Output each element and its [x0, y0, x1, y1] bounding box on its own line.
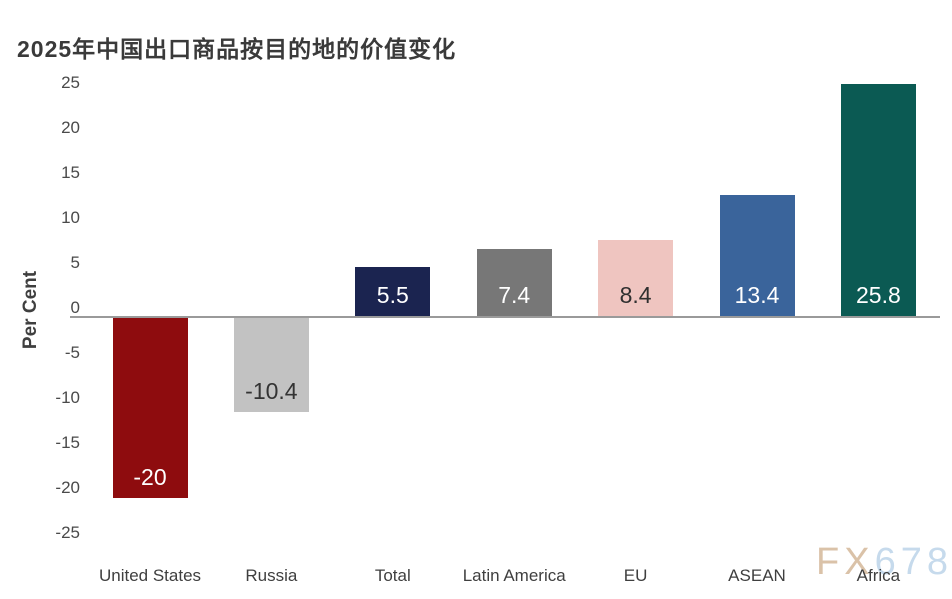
bar: -20	[112, 318, 188, 498]
bar-value-label: -20	[133, 464, 167, 490]
y-tick-label: 0	[70, 297, 80, 317]
x-axis-label: Africa	[856, 566, 901, 585]
bar: -10.4	[233, 318, 309, 412]
bar-value-label: 5.5	[376, 282, 409, 308]
bar-value-label: 8.4	[619, 281, 652, 308]
y-tick-label: -15	[55, 432, 80, 452]
chart-title: 2025年中国出口商品按目的地的价值变化	[17, 36, 457, 62]
y-tick-label: 10	[61, 207, 80, 227]
bar: 7.4	[476, 249, 552, 316]
y-tick-label: -10	[55, 387, 80, 407]
y-tick-label: 25	[61, 72, 80, 92]
bar: 25.8	[840, 83, 916, 316]
y-tick-label: 5	[70, 252, 80, 272]
bar-value-label: 25.8	[856, 281, 901, 308]
x-axis-label: EU	[623, 566, 648, 585]
watermark: FX678	[816, 541, 952, 584]
zero-axis-line	[70, 316, 940, 318]
x-axis-label: Latin America	[462, 566, 566, 585]
y-tick-label: 20	[61, 117, 80, 137]
bar: 13.4	[719, 195, 795, 316]
y-tick-label: 15	[61, 162, 80, 182]
x-axis-label: Russia	[245, 566, 298, 585]
x-axis-label: Total	[374, 566, 411, 585]
x-axis-label: ASEAN	[728, 566, 786, 585]
x-axis-label: United States	[98, 566, 202, 585]
y-tick-label: -20	[55, 477, 80, 497]
bar-value-label: 13.4	[734, 281, 780, 308]
watermark-fx: FX	[816, 541, 875, 583]
y-tick-label: -5	[64, 342, 80, 362]
bar: 5.5	[355, 266, 431, 316]
watermark-678: 678	[874, 541, 952, 583]
y-tick-label: -25	[55, 522, 80, 542]
bar-value-label: 7.4	[498, 281, 531, 308]
bar-value-label: -10.4	[245, 377, 298, 404]
bar: 8.4	[598, 240, 674, 316]
